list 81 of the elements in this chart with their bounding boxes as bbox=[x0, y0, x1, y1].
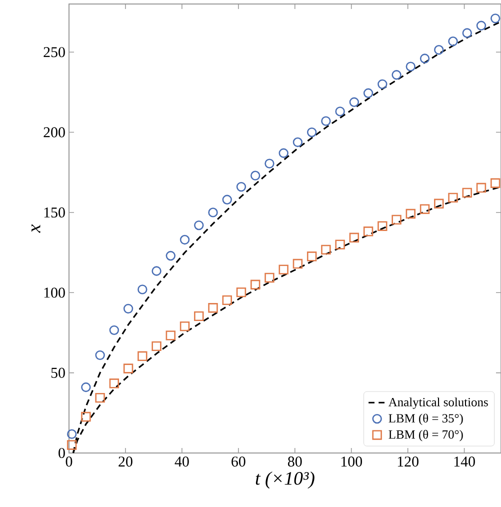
point bbox=[264, 272, 274, 283]
point bbox=[321, 116, 331, 126]
point bbox=[448, 192, 458, 203]
point bbox=[250, 280, 260, 290]
point bbox=[476, 182, 486, 193]
point bbox=[208, 303, 218, 313]
point bbox=[378, 79, 388, 90]
y-tick-label: 0 bbox=[58, 448, 65, 458]
point bbox=[95, 350, 105, 360]
point bbox=[180, 234, 190, 245]
y-axis-title: x bbox=[32, 224, 40, 233]
legend-label: Analytical solutions bbox=[388, 398, 488, 409]
x-tick-label: 100 bbox=[341, 456, 362, 467]
point bbox=[152, 266, 162, 276]
x-tick-label: 40 bbox=[174, 456, 189, 467]
legend-label: LBM (θ = 35°) bbox=[388, 414, 463, 426]
point bbox=[81, 382, 91, 392]
point bbox=[95, 392, 105, 403]
x-tick-label: 0 bbox=[66, 456, 72, 467]
point bbox=[264, 158, 274, 168]
point bbox=[420, 54, 430, 64]
point bbox=[392, 214, 402, 225]
point bbox=[236, 182, 246, 192]
point bbox=[363, 88, 374, 98]
x-axis-title: t (×10³) bbox=[256, 471, 314, 489]
point bbox=[109, 325, 120, 336]
point bbox=[222, 194, 232, 204]
point bbox=[363, 226, 374, 236]
point bbox=[321, 244, 331, 255]
point bbox=[109, 378, 120, 388]
point bbox=[490, 178, 500, 188]
x-tick-label: 80 bbox=[288, 456, 302, 467]
y-tick-label: 50 bbox=[51, 368, 65, 378]
point bbox=[476, 20, 486, 30]
point bbox=[406, 62, 416, 72]
x-tick-label: 140 bbox=[454, 456, 475, 467]
point bbox=[306, 252, 317, 262]
point bbox=[392, 70, 402, 80]
point bbox=[180, 321, 190, 332]
point bbox=[138, 284, 148, 294]
y-tick-label: 250 bbox=[44, 47, 65, 58]
point bbox=[194, 220, 204, 230]
point bbox=[194, 311, 204, 322]
point bbox=[349, 232, 360, 242]
point bbox=[292, 258, 303, 269]
point bbox=[448, 36, 458, 46]
point bbox=[349, 97, 360, 107]
x-tick-label: 120 bbox=[398, 456, 418, 467]
point bbox=[335, 240, 345, 250]
point bbox=[420, 204, 430, 214]
point bbox=[138, 351, 148, 361]
point bbox=[222, 295, 232, 306]
point bbox=[250, 170, 260, 180]
point bbox=[166, 250, 176, 261]
point bbox=[278, 264, 288, 274]
point bbox=[236, 287, 246, 298]
point bbox=[378, 221, 388, 231]
x-tick-label: 20 bbox=[118, 456, 132, 467]
point bbox=[335, 106, 345, 116]
point bbox=[462, 28, 472, 38]
point bbox=[292, 137, 303, 148]
legend-label: LBM (θ = 70°) bbox=[388, 430, 463, 442]
point bbox=[208, 208, 218, 218]
point bbox=[278, 148, 288, 158]
point bbox=[462, 188, 472, 198]
point bbox=[306, 127, 317, 138]
point bbox=[123, 304, 134, 314]
y-tick-label: 150 bbox=[44, 207, 65, 218]
point bbox=[166, 330, 176, 340]
point bbox=[66, 429, 77, 439]
x-tick-label: 60 bbox=[232, 456, 246, 467]
point bbox=[434, 45, 444, 55]
point bbox=[406, 208, 416, 219]
point bbox=[66, 440, 77, 450]
point bbox=[123, 364, 134, 374]
point bbox=[152, 341, 162, 352]
point bbox=[434, 198, 444, 208]
point bbox=[81, 412, 91, 422]
y-tick-label: 100 bbox=[44, 288, 65, 298]
point bbox=[490, 14, 500, 24]
y-tick-label: 200 bbox=[44, 127, 65, 138]
